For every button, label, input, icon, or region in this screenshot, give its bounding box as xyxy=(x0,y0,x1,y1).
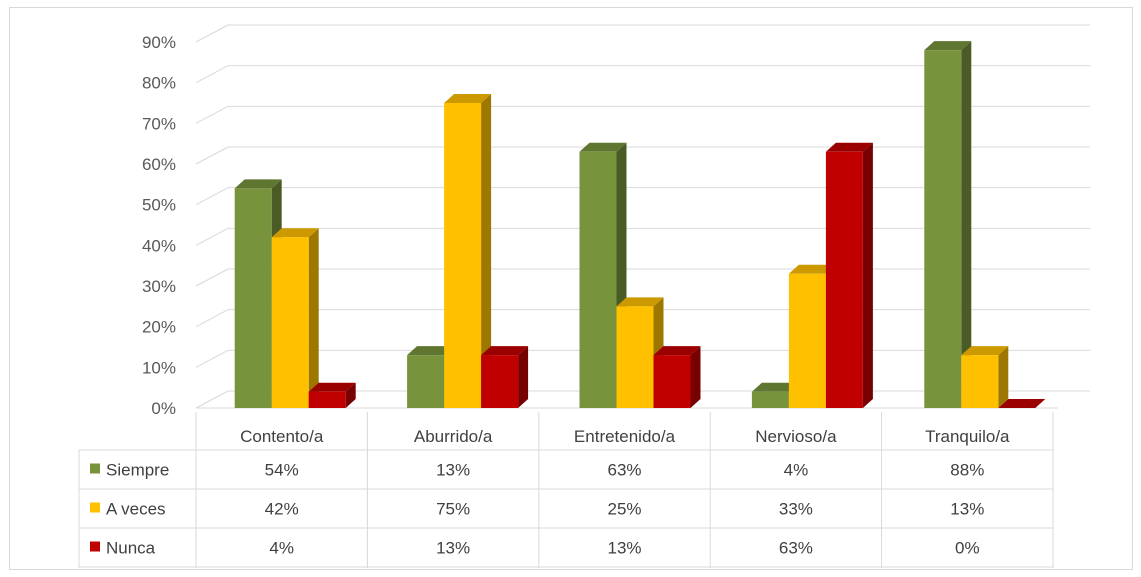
y-tick-label: 60% xyxy=(142,155,176,174)
bar xyxy=(788,273,826,408)
legend-swatch xyxy=(90,463,100,474)
table-cell: 63% xyxy=(607,461,641,480)
bar-top-2 xyxy=(481,346,529,356)
data-table: Contento/a Aburrido/a Entretenido/a Nervios… xyxy=(78,412,1054,568)
bar-side-1 xyxy=(998,346,1009,408)
bar-top-1 xyxy=(788,264,836,274)
y-tick-label: 0% xyxy=(151,399,176,418)
category-label: Aburrido/a xyxy=(414,427,493,446)
y-tick-label: 80% xyxy=(142,74,176,93)
table-cell: 13% xyxy=(436,461,470,480)
bar-top-2 xyxy=(998,399,1046,408)
bar xyxy=(271,237,309,408)
bar xyxy=(924,50,962,409)
bar xyxy=(751,391,789,408)
bar-top-1 xyxy=(271,228,319,238)
bar-side-0 xyxy=(961,41,972,409)
bar xyxy=(444,103,482,408)
y-tick-label: 10% xyxy=(142,358,176,377)
category-label: Entretenido/a xyxy=(574,427,676,446)
table-cell: 75% xyxy=(436,500,470,519)
table-cell: 13% xyxy=(607,539,641,558)
table-cell: 4% xyxy=(784,461,809,480)
gridline-depth xyxy=(195,187,229,206)
y-tick-label: 70% xyxy=(142,114,176,133)
bar-top-2 xyxy=(308,382,356,392)
bar-top-0 xyxy=(924,41,972,51)
table-cell: 88% xyxy=(950,461,984,480)
y-tick-label: 40% xyxy=(142,236,176,255)
bar xyxy=(653,355,691,408)
bar-top-0 xyxy=(407,346,455,356)
gridline-depth xyxy=(195,24,229,43)
bar-side-1 xyxy=(481,94,492,408)
bar-side-2 xyxy=(518,346,529,408)
category-label: Tranquilo/a xyxy=(925,427,1010,446)
gridline-depth xyxy=(195,146,229,165)
legend-swatch xyxy=(90,541,100,552)
bar-top-0 xyxy=(234,179,282,189)
bar xyxy=(308,391,346,408)
bar-top-1 xyxy=(961,346,1009,356)
table-cell: 42% xyxy=(265,500,299,519)
category-label: Nervioso/a xyxy=(755,427,837,446)
bar-top-2 xyxy=(825,142,873,152)
table-cell: 63% xyxy=(779,539,813,558)
y-tick-label: 20% xyxy=(142,318,176,337)
legend-label: Siempre xyxy=(106,461,169,480)
bar-side-2 xyxy=(345,382,356,408)
y-tick-label: 30% xyxy=(142,277,176,296)
gridline-depth xyxy=(195,309,229,328)
bar-layer xyxy=(234,41,1046,409)
bar xyxy=(961,355,999,408)
bar-top-1 xyxy=(616,297,664,307)
bar-side-1 xyxy=(308,228,319,408)
gridline-depth xyxy=(195,268,229,287)
table-cell: 54% xyxy=(265,461,299,480)
bar xyxy=(579,151,617,409)
legend-swatch xyxy=(90,502,100,513)
bar-top-1 xyxy=(444,94,492,103)
y-axis-ticks: 0% 10% 20% 30% 40% 50% 60% 70% 80% 90% xyxy=(142,33,176,418)
table-cell: 0% xyxy=(955,539,980,558)
table-cell: 4% xyxy=(269,539,294,558)
category-label: Contento/a xyxy=(240,427,324,446)
bar xyxy=(616,306,654,408)
legend-label: Nunca xyxy=(106,539,156,558)
gridline-depth xyxy=(195,227,229,246)
bar-top-2 xyxy=(653,346,701,356)
bar-top-0 xyxy=(751,382,799,392)
y-tick-label: 50% xyxy=(142,196,176,215)
bar-top-0 xyxy=(579,142,627,152)
table-cell: 25% xyxy=(607,500,641,519)
bar-side-2 xyxy=(690,346,701,408)
table-cell: 13% xyxy=(950,500,984,519)
y-tick-label: 90% xyxy=(142,33,176,52)
bar-side-2 xyxy=(862,142,873,409)
gridline-depth xyxy=(195,105,229,124)
bar xyxy=(481,355,519,408)
gridline-depth xyxy=(195,390,229,409)
table-cell: 33% xyxy=(779,500,813,519)
gridline-depth xyxy=(195,349,229,368)
gridline-depth xyxy=(195,65,229,84)
bar xyxy=(234,188,272,408)
table-cell: 13% xyxy=(436,539,470,558)
legend-label: A veces xyxy=(106,500,166,519)
bar xyxy=(407,355,445,408)
bar xyxy=(825,151,863,409)
